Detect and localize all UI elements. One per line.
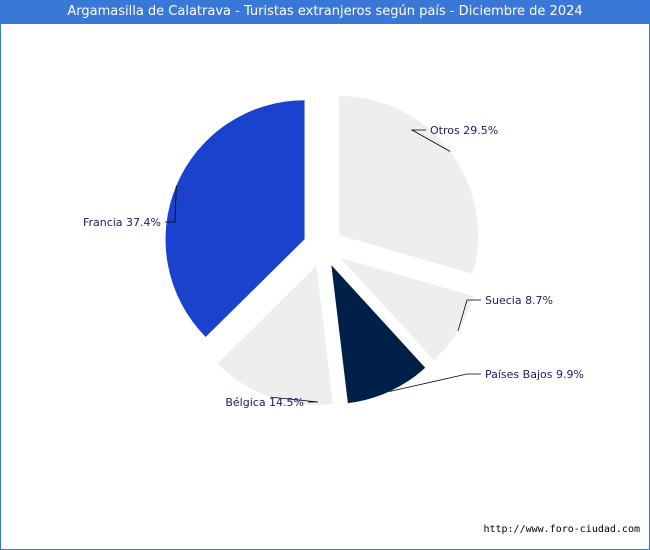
pie-slice-pa-ses-bajos [331, 265, 426, 404]
leader-line [457, 299, 481, 332]
leader-line [389, 373, 481, 392]
pie-labels: Otros 29.5% Suecia 8.7% Países Bajos 9.9% B… [83, 124, 584, 409]
pie-slice-b-lgica [217, 265, 333, 405]
slice-label-suecia: Suecia 8.7% [485, 294, 553, 307]
pie-slices [165, 95, 478, 405]
pie-slice-francia [165, 100, 305, 337]
slice-label-pa-ses-bajos: Países Bajos 9.9% [485, 368, 584, 381]
leader-line [270, 396, 319, 403]
chart-title: Argamasilla de Calatrava - Turistas extr… [0, 0, 650, 24]
leader-line [165, 185, 177, 223]
pie-slice-suecia [339, 257, 474, 361]
slice-label-francia: Francia 37.4% [83, 216, 161, 229]
pie-slice-otros [338, 95, 478, 274]
slice-label-otros: Otros 29.5% [430, 124, 498, 137]
source-credit: http://www.foro-ciudad.com [483, 524, 640, 535]
leader-line [410, 129, 451, 152]
slice-label-b-lgica: Bélgica 14.5% [225, 396, 304, 409]
